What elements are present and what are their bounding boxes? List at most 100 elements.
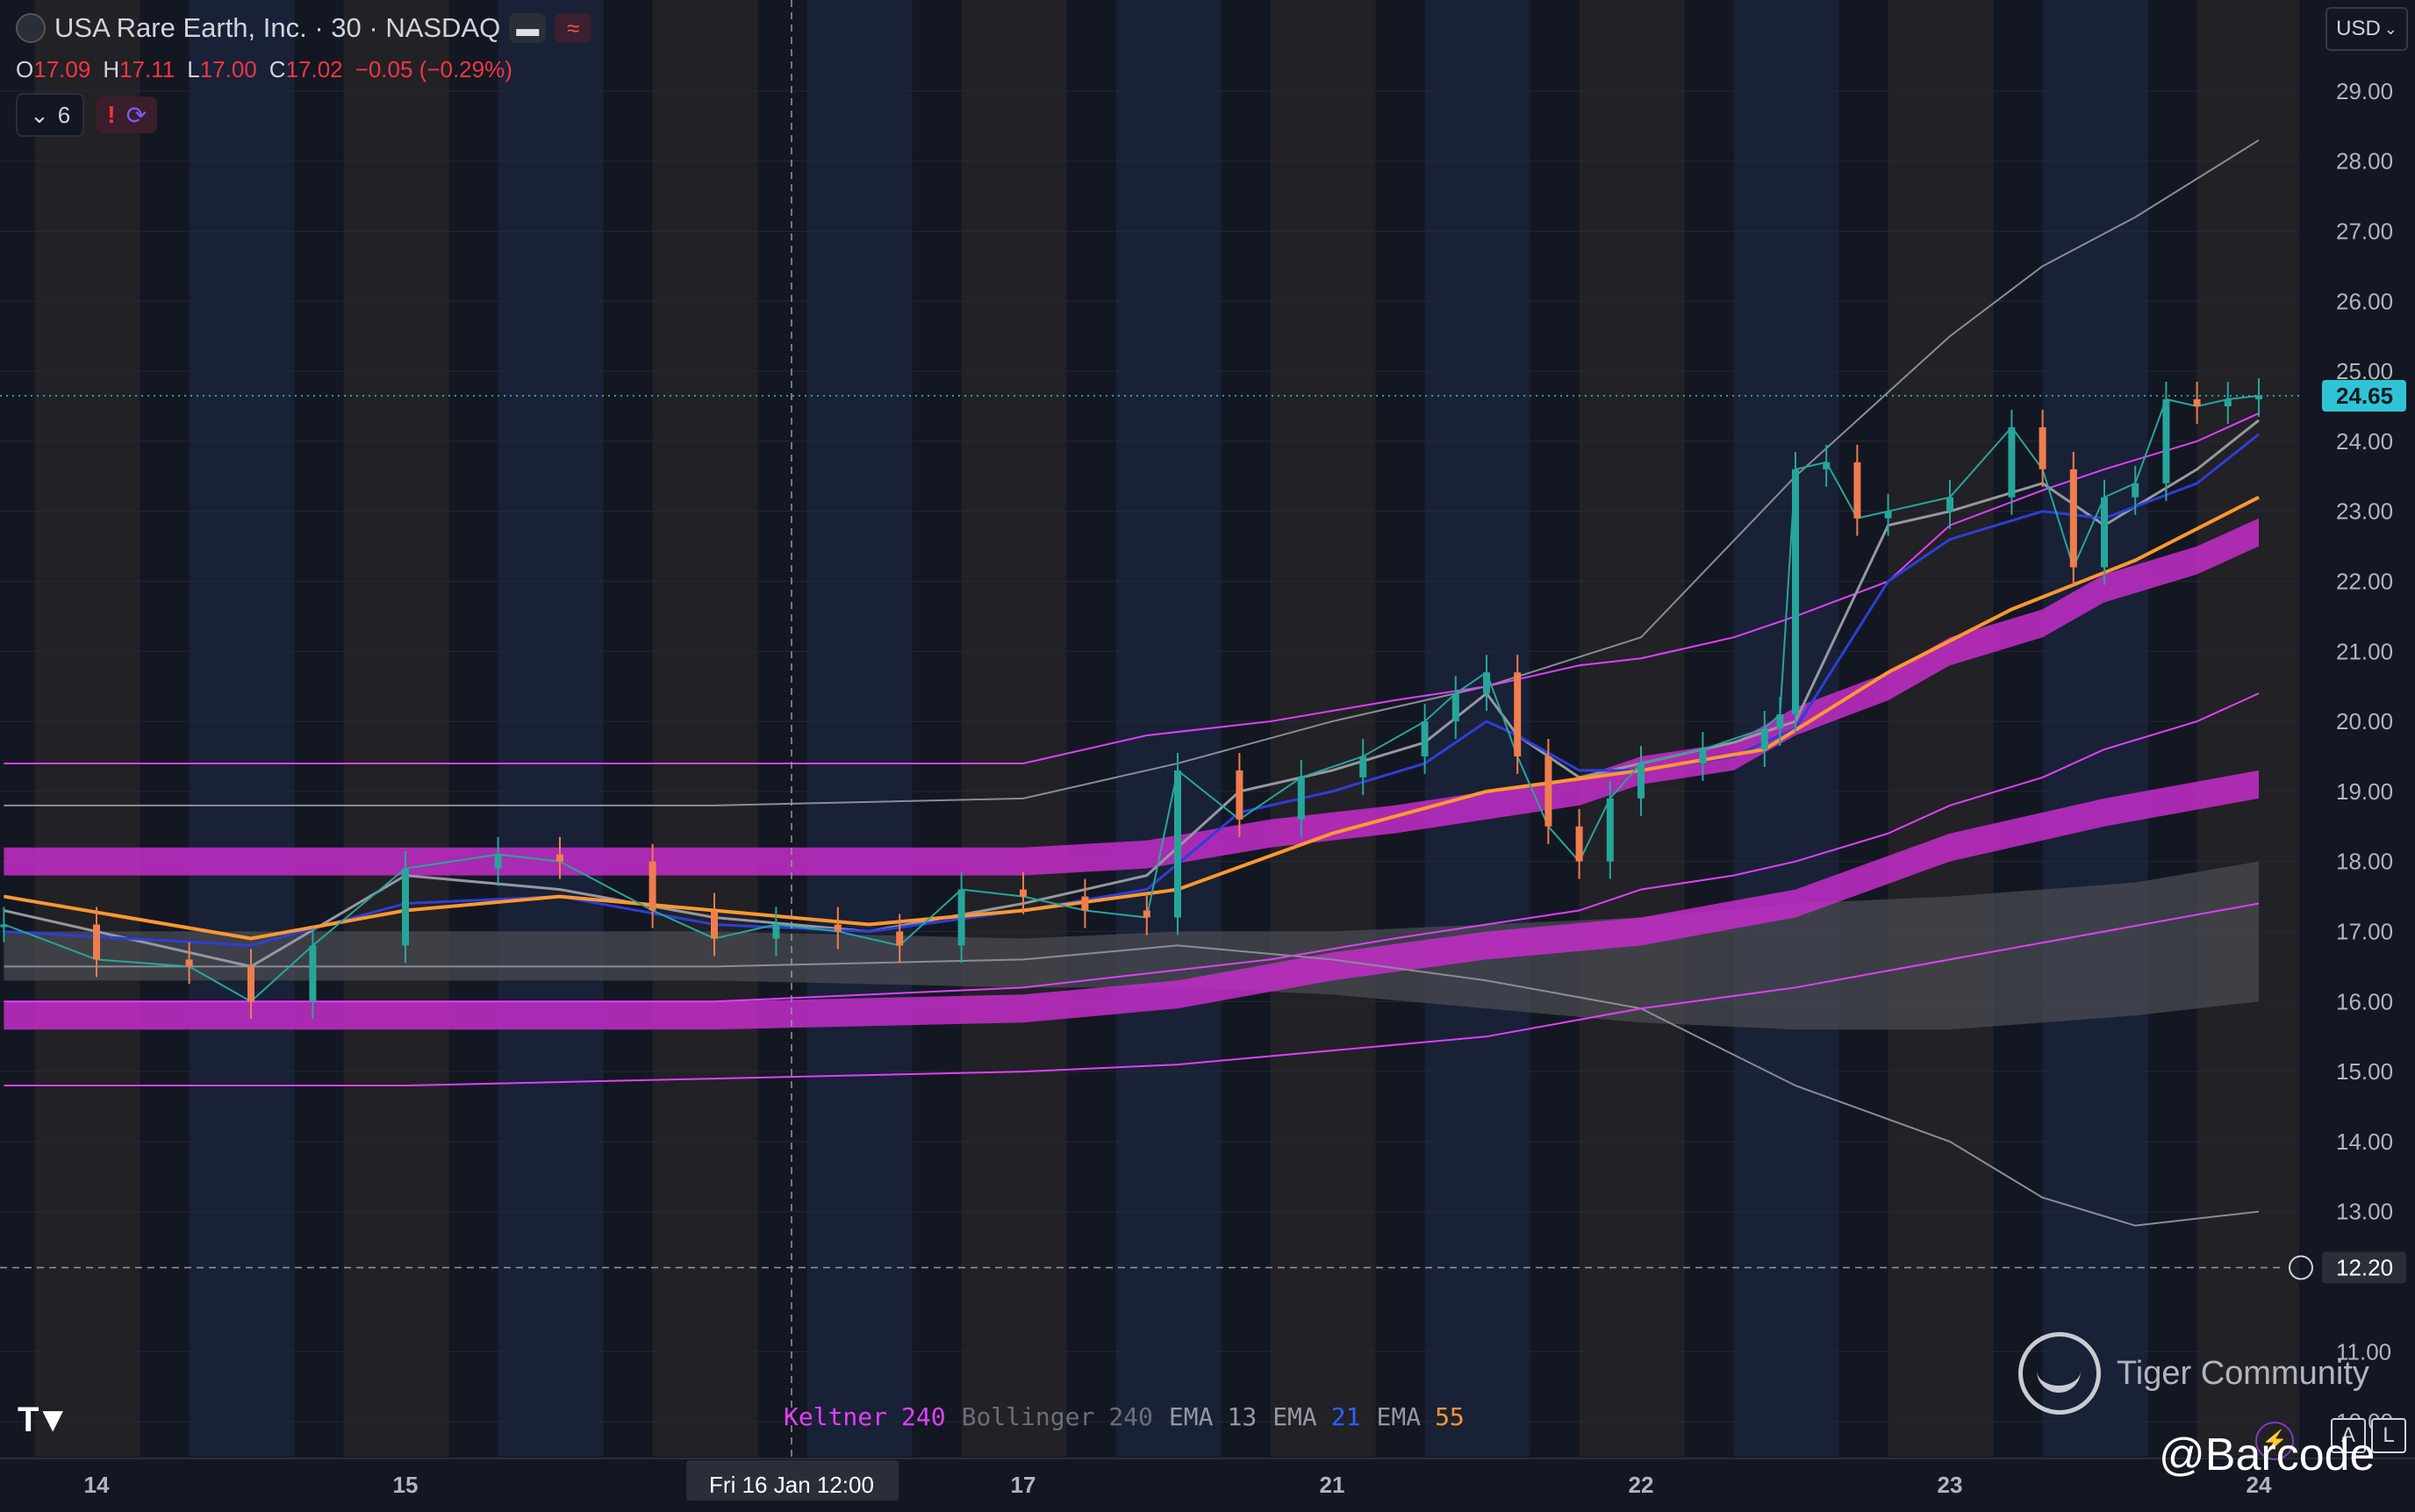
crosshair-overlay xyxy=(0,0,2325,1457)
session-stripe xyxy=(1579,0,1685,1457)
auto-scale-button[interactable]: A xyxy=(2331,1418,2366,1453)
candle-body xyxy=(402,868,409,946)
indicator-bands xyxy=(4,518,2260,1030)
legend-item[interactable]: EMA 21 xyxy=(1272,1402,1360,1431)
ohlc-values: O17.09 H17.11 L17.00 C17.02 −0.05 (−0.29%) xyxy=(16,56,512,83)
session-stripe xyxy=(189,0,295,1457)
session-stripe xyxy=(806,0,913,1457)
candle-body xyxy=(494,854,502,869)
price-tick-label: 11.00 xyxy=(2336,1338,2391,1365)
session-stripe xyxy=(961,0,1067,1457)
time-cursor-badge xyxy=(686,1460,899,1501)
currency-selector[interactable]: USD ⌄ xyxy=(2325,7,2408,51)
company-logo-icon xyxy=(16,13,46,43)
time-tick-label: 14 xyxy=(84,1472,110,1498)
ohlc-item: O17.09 xyxy=(16,56,90,83)
candle-body xyxy=(772,924,780,939)
candle-body xyxy=(2193,398,2201,406)
time-tick-label: 23 xyxy=(1938,1472,1963,1498)
add-alert-icon xyxy=(2289,1255,2313,1280)
time-tick-label: 21 xyxy=(1320,1472,1345,1498)
session-stripe xyxy=(343,0,449,1457)
legend-name: EMA xyxy=(1376,1402,1422,1431)
legend-item[interactable]: Bollinger 240 xyxy=(962,1402,1153,1431)
price-tick-label: 22.00 xyxy=(2336,568,2393,594)
ohlc-value: 17.11 xyxy=(119,56,176,82)
tiger-logo-icon xyxy=(2018,1332,2101,1415)
refresh-icon: ⟳ xyxy=(125,101,147,129)
candle-body xyxy=(1699,749,1707,763)
candle-body xyxy=(2008,426,2016,498)
legend-item[interactable]: EMA 55 xyxy=(1376,1402,1464,1431)
indicator-warning-badge[interactable]: ! ⟳ xyxy=(97,97,158,133)
time-tick-label: 15 xyxy=(393,1472,419,1498)
legend-name: Bollinger xyxy=(961,1402,1095,1431)
log-scale-button[interactable]: L xyxy=(2371,1418,2406,1453)
candle-body xyxy=(649,861,656,911)
time-tick-label: 24 xyxy=(2247,1472,2272,1498)
ohlc-key: C xyxy=(269,56,286,82)
indicator-toolbar: ⌄ 6 ! ⟳ xyxy=(16,93,158,137)
price-tick-label: 18.00 xyxy=(2336,849,2393,875)
candle-body xyxy=(1451,693,1459,722)
bollinger-lower-line xyxy=(4,944,2260,1227)
ohlc-value: 17.09 xyxy=(33,56,91,82)
chevron-down-icon: ⌄ xyxy=(30,101,49,128)
candle-body xyxy=(1606,798,1614,862)
compare-icon[interactable]: ≈ xyxy=(555,13,592,43)
candle-body xyxy=(1421,721,1429,756)
keltner-bottom-line xyxy=(4,902,2260,1087)
legend-item[interactable]: Keltner 240 xyxy=(784,1402,946,1431)
legend-param: 13 xyxy=(1227,1402,1258,1431)
legend-item[interactable]: EMA 13 xyxy=(1169,1402,1257,1431)
candle-body xyxy=(1081,896,1089,911)
price-tick-label: 27.00 xyxy=(2336,218,2393,244)
lightning-icon[interactable]: ⚡ xyxy=(2255,1422,2294,1460)
price-tick-label: 19.00 xyxy=(2336,778,2393,805)
price-tick-label: 23.00 xyxy=(2336,498,2393,525)
last-price-label: 24.65 xyxy=(2336,383,2393,409)
candle-body xyxy=(1575,826,1583,862)
ohlc-item: C17.02 xyxy=(269,56,343,83)
symbol-title[interactable]: USA Rare Earth, Inc. · 30 · NASDAQ xyxy=(54,12,501,43)
candle-body xyxy=(1483,672,1490,694)
candle-body xyxy=(1853,462,1861,519)
price-tick-label: 20.00 xyxy=(2336,708,2393,735)
session-stripe xyxy=(652,0,758,1457)
session-stripe xyxy=(34,0,140,1457)
candle-body xyxy=(2069,469,2077,568)
candle-body xyxy=(1359,756,1367,777)
candle-body xyxy=(711,910,718,939)
candle-body xyxy=(556,854,563,862)
minimize-icon[interactable]: ▬ xyxy=(509,13,547,43)
candle-body xyxy=(1297,777,1305,820)
price-line xyxy=(4,394,2260,1003)
indicators-collapse-button[interactable]: ⌄ 6 xyxy=(16,93,85,137)
price-tick-label: 17.00 xyxy=(2336,918,2393,944)
keltner-upper-line xyxy=(4,412,2260,764)
ohlc-value: −0.05 (−0.29%) xyxy=(355,56,512,82)
candle-body xyxy=(309,945,317,1002)
watermark-text: Tiger Community xyxy=(2117,1354,2369,1392)
candle-body xyxy=(1823,462,1831,469)
candle-body xyxy=(1946,497,1953,512)
legend-param: 21 xyxy=(1330,1402,1361,1431)
log-scale-label: L xyxy=(2383,1423,2395,1447)
legend-param: 240 xyxy=(1108,1402,1153,1431)
candle-body xyxy=(2132,483,2139,498)
candle-body xyxy=(1760,728,1768,749)
ema-line-ema-55 xyxy=(4,495,2260,941)
price-axis: 29.0028.0027.0026.0025.0024.0023.0022.00… xyxy=(2289,0,2415,1512)
tradingview-logo-icon[interactable]: T▼ xyxy=(18,1401,70,1439)
price-tick-label: 13.00 xyxy=(2336,1199,2393,1225)
candle-body xyxy=(2224,398,2232,406)
candle-body xyxy=(1884,511,1892,519)
candle-body xyxy=(185,959,193,967)
time-axis-bg xyxy=(0,1458,2415,1512)
price-tick-label: 14.00 xyxy=(2336,1129,2393,1155)
legend-param: 55 xyxy=(1435,1402,1465,1431)
candle-body xyxy=(1544,756,1552,827)
ohlc-key: L xyxy=(187,56,200,82)
candle-body xyxy=(247,966,254,1002)
